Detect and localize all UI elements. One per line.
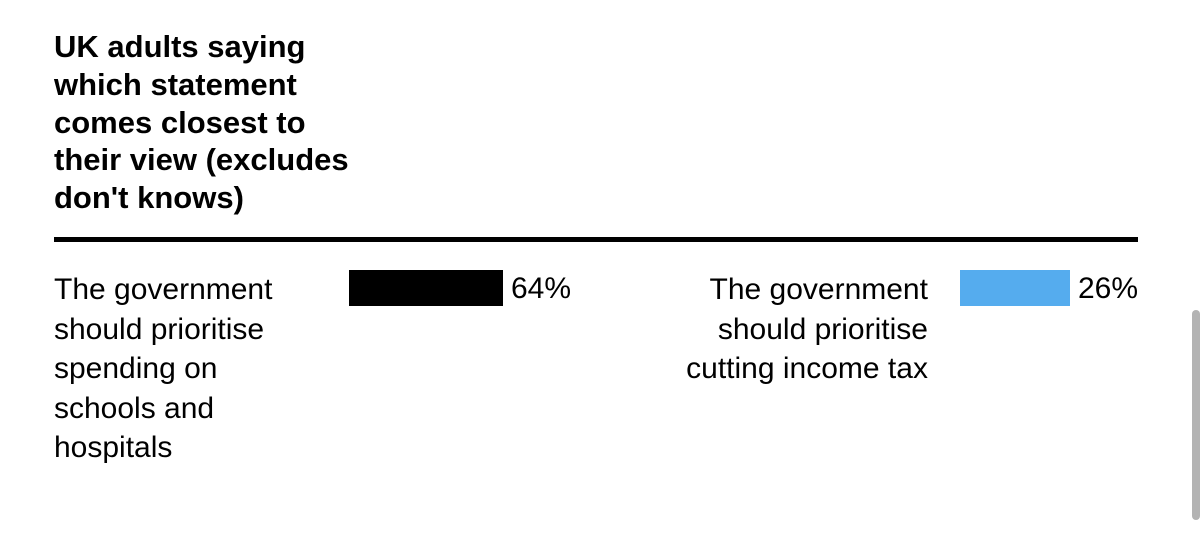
- statement-label: The government should prioritise cutting…: [673, 270, 928, 389]
- chart-title: UK adults saying which statement comes c…: [54, 28, 364, 217]
- bar-value-label: 64%: [511, 274, 571, 304]
- bar-value-label: 26%: [1078, 274, 1138, 304]
- bar: [960, 270, 1070, 306]
- bar-group: 26%: [960, 270, 1138, 306]
- bar: [349, 270, 503, 306]
- chart-row: The government should prioritise spendin…: [54, 270, 1138, 468]
- scrollbar-thumb[interactable]: [1192, 310, 1200, 520]
- divider-rule: [54, 237, 1138, 242]
- chart-item: The government should prioritise spendin…: [54, 270, 571, 468]
- chart-frame: UK adults saying which statement comes c…: [0, 0, 1200, 533]
- statement-label: The government should prioritise spendin…: [54, 270, 309, 468]
- bar-group: 64%: [349, 270, 571, 306]
- chart-item: The government should prioritise cutting…: [673, 270, 1138, 389]
